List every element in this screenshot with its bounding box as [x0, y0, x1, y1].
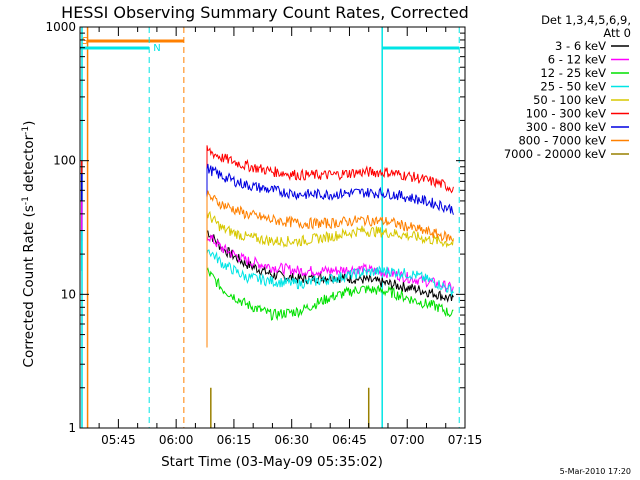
plot-frame: [79, 26, 466, 429]
series-line: [206, 163, 454, 348]
legend-label: 50 - 100 keV: [533, 93, 606, 107]
footer-date: 5-Mar-2010 17:20: [560, 467, 631, 476]
y-tick-label: 100: [53, 154, 76, 168]
series-line: [206, 267, 454, 348]
x-tick-label: 06:30: [274, 433, 309, 447]
x-tick-label: 06:45: [332, 433, 367, 447]
saa-label: S: [82, 36, 88, 47]
y-tick-label: 1: [68, 421, 76, 435]
series-line: [206, 145, 454, 348]
legend-label: 25 - 50 keV: [540, 80, 606, 94]
y-tick-label: 1000: [45, 20, 76, 34]
series-line: [206, 249, 454, 348]
legend-header-line2: Att 0: [603, 26, 631, 40]
legend-label: 100 - 300 keV: [526, 107, 606, 121]
series-line: [206, 190, 454, 348]
x-tick-label: 06:00: [159, 433, 194, 447]
series-line: [206, 230, 454, 348]
chart-marks: SN: [80, 27, 460, 428]
y-axis-label-exponent-2: -1: [21, 126, 31, 135]
y-axis-label: Corrected Count Rate (s-1 detector-1): [21, 121, 37, 368]
x-axis-label: Start Time (03-May-09 05:35:02): [161, 454, 383, 470]
series-line: [206, 210, 454, 348]
legend-label: 3 - 6 keV: [555, 39, 606, 53]
legend-label: 800 - 7000 keV: [518, 134, 606, 148]
x-tick-label: 07:00: [390, 433, 425, 447]
legend-label: 12 - 25 keV: [540, 66, 606, 80]
legend-label: 300 - 800 keV: [526, 120, 606, 134]
x-tick-label: 06:15: [217, 433, 252, 447]
x-tick-label: 07:15: [448, 433, 483, 447]
y-axis-label-exponent-1: -1: [21, 196, 31, 205]
night-label: N: [153, 43, 160, 54]
legend-label: 7000 - 20000 keV: [504, 147, 606, 161]
x-tick-label: 05:45: [101, 433, 136, 447]
legend-label: 6 - 12 keV: [548, 53, 606, 67]
legend-header-line1: Det 1,3,4,5,6,9,: [541, 13, 631, 27]
y-tick-label: 10: [61, 287, 76, 301]
chart-title: HESSI Observing Summary Count Rates, Cor…: [61, 3, 469, 22]
chart-axes: 1 10 100 1000 05:45 06:00 06:15 06:30 06:45 07:00…: [45, 20, 482, 447]
